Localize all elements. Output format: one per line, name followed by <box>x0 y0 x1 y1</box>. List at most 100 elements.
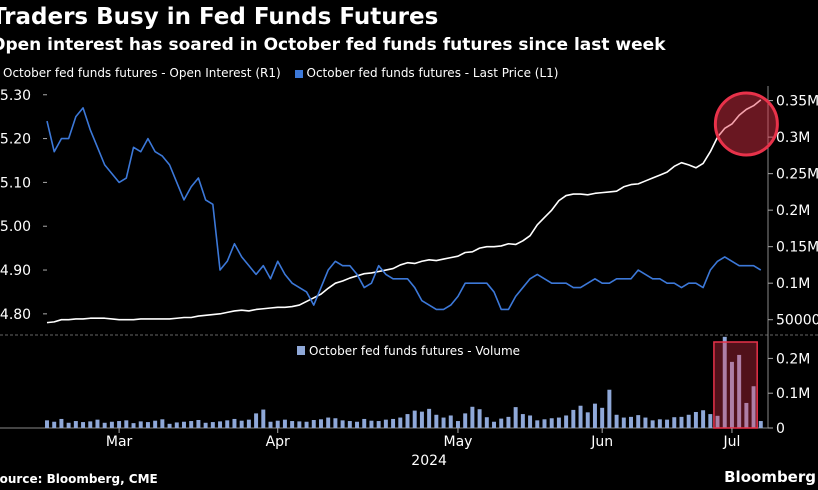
left-axis-tick-label: 95.20 <box>0 132 31 148</box>
volume-bar <box>564 415 569 428</box>
right-axis-tick-label: 0.15M <box>776 240 818 256</box>
volume-bar <box>535 420 540 428</box>
volume-bar <box>153 420 158 428</box>
volume-bar <box>571 409 576 428</box>
left-axis-tick-label: 95.10 <box>0 175 31 191</box>
volume-bar <box>340 420 345 428</box>
volume-bar <box>513 407 518 428</box>
volume-bar <box>182 421 186 428</box>
volume-bar <box>95 419 100 428</box>
volume-bar <box>145 422 150 428</box>
volume-bar <box>492 421 497 428</box>
volume-bar <box>138 421 143 428</box>
x-axis-year-label: 2024 <box>411 453 447 469</box>
volume-bar <box>254 413 259 428</box>
right-axis-tick-label: 0.25M <box>776 167 818 183</box>
brand-logo: Bloomberg <box>724 468 816 486</box>
volume-bar <box>131 423 136 428</box>
volume-bar <box>542 419 547 428</box>
volume-bar <box>708 414 713 428</box>
volume-bar <box>751 386 756 428</box>
volume-bar <box>347 421 352 428</box>
volume-bar <box>376 421 381 428</box>
volume-bar <box>412 410 417 428</box>
volume-axis-tick-label: 0 <box>776 421 785 437</box>
volume-bar <box>470 406 475 428</box>
volume-bar <box>549 418 554 428</box>
last-price-line <box>46 107 762 311</box>
left-axis-tick-label: 94.80 <box>0 307 31 323</box>
volume-bar <box>636 415 641 428</box>
volume-bar <box>693 411 698 428</box>
volume-bar <box>592 403 597 428</box>
volume-bar <box>643 417 648 428</box>
volume-bar <box>225 420 230 428</box>
volume-bar <box>441 417 446 428</box>
right-axis-tick-label: 0.35M <box>776 94 818 110</box>
volume-bar <box>650 420 655 428</box>
volume-bar <box>333 418 338 428</box>
volume-bar <box>672 417 677 428</box>
volume-bar <box>73 421 78 428</box>
volume-bar <box>520 414 525 428</box>
left-axis-tick-label: 94.90 <box>0 263 31 279</box>
volume-axis-tick-label: 0.2M <box>776 351 810 367</box>
volume-bar <box>477 409 482 428</box>
x-axis-tick-label: May <box>443 434 472 450</box>
volume-bar <box>686 414 691 428</box>
volume-bar <box>326 417 331 428</box>
volume-bar <box>758 421 763 428</box>
legend-label-volume: October fed funds futures - Volume <box>309 344 520 358</box>
volume-bar <box>282 419 287 428</box>
left-axis-tick-label: 95.30 <box>0 88 31 104</box>
volume-bar <box>45 420 49 428</box>
volume-bar <box>621 417 626 428</box>
volume-bar <box>210 422 215 428</box>
volume-bar <box>59 418 64 428</box>
volume-bar <box>657 419 662 428</box>
volume-bar <box>239 420 244 428</box>
chart-subtitle: Open interest has soared in October fed … <box>0 35 666 55</box>
left-axis-tick-label: 95.00 <box>0 219 31 235</box>
legend-label-last-price: October fed funds futures - Last Price (… <box>306 66 559 80</box>
volume-bar <box>506 416 511 428</box>
volume-bar <box>744 402 749 428</box>
volume-bar <box>419 411 424 428</box>
volume-axis-tick-label: 0.1M <box>776 386 810 402</box>
volume-bar <box>355 421 360 428</box>
right-axis-tick-label: 0.1M <box>776 276 810 292</box>
volume-bar <box>629 416 633 428</box>
volume-bar <box>167 423 172 428</box>
highlight-box-volume <box>713 341 758 429</box>
volume-bar <box>160 419 165 428</box>
volume-bar <box>311 419 316 428</box>
volume-bar <box>484 417 489 428</box>
volume-bar <box>189 421 194 428</box>
volume-bar <box>318 419 323 428</box>
volume-bar <box>102 422 107 428</box>
x-axis-tick-label: Jun <box>590 434 613 450</box>
volume-bar <box>607 389 612 428</box>
volume-bar <box>463 413 468 428</box>
volume-bar <box>556 417 561 428</box>
legend-label-open-interest: October fed funds futures - Open Interes… <box>3 66 281 80</box>
legend-swatch-last-price <box>294 69 303 78</box>
volume-bar <box>427 408 432 428</box>
volume-bar <box>405 414 410 428</box>
volume-bar <box>701 410 706 428</box>
volume-bar <box>81 422 86 428</box>
volume-bar <box>448 415 453 428</box>
x-axis-tick-label: Jul <box>722 434 740 450</box>
volume-bar <box>383 419 388 428</box>
source-note: Source: Bloomberg, CME <box>0 472 158 486</box>
x-axis-tick-label: Mar <box>106 434 133 450</box>
volume-bar <box>109 421 114 428</box>
volume-bar <box>203 422 208 428</box>
main-legend: October fed funds futures - Open Interes… <box>0 66 558 80</box>
volume-bar <box>600 407 605 428</box>
volume-bar <box>369 420 374 428</box>
volume-bar <box>585 412 590 428</box>
open-interest-line <box>46 99 762 324</box>
x-axis-tick-label: Apr <box>266 434 290 450</box>
